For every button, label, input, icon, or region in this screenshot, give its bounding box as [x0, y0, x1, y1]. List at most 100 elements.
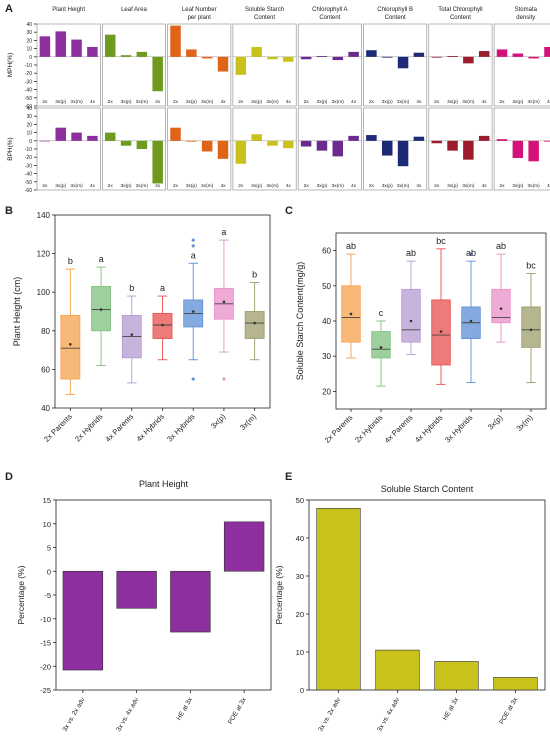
panel-label-D: D [5, 471, 13, 483]
trait-title: Soluble Starch [245, 7, 284, 13]
category-label: 3x(p) [121, 183, 132, 189]
category-label: 4x [351, 183, 357, 189]
bar-mph-4-0 [300, 56, 312, 60]
category-label: 3x(m) [462, 99, 475, 105]
y-axis-label: Plant Height (cm) [12, 277, 22, 347]
category-label: 3x(p) [447, 99, 458, 105]
significance-letter: bc [526, 260, 536, 270]
axis-label-bph: BPH(%) [7, 137, 14, 160]
y-tick-label: 0 [47, 567, 51, 576]
mean-marker [439, 330, 443, 333]
significance-letter: ab [496, 241, 506, 251]
y-tick-label: 15 [43, 496, 51, 505]
category-label: 4x [416, 183, 422, 189]
bar-bph-2-3 [217, 140, 229, 159]
bar-bph-4-2 [332, 140, 344, 157]
y-tick-label: 80 [41, 327, 50, 336]
significance-letter: ab [346, 241, 356, 251]
bar-bph-7-3 [544, 140, 550, 142]
trait-title: Leaf Area [121, 7, 147, 13]
category-label: 2x [304, 99, 310, 105]
x-tick-label: 2x Parents [42, 412, 74, 444]
category-label: 4x [90, 99, 96, 105]
category-label: 3x(m) [332, 183, 345, 189]
bar-mph-6-2 [463, 56, 474, 64]
category-label: 3x(p) [316, 183, 327, 189]
x-tick-label: 2x Hybrids [353, 413, 385, 445]
category-label: 3x(m) [528, 183, 541, 189]
category-label: 4x [482, 99, 488, 105]
bar-mph-7-2 [528, 56, 539, 59]
bar-mph-0-3 [87, 46, 98, 57]
y-tick-label-bph: 40 [26, 106, 32, 112]
y-tick-label: 120 [37, 250, 51, 259]
subpanel-frame [363, 23, 428, 107]
axis-label-mph: MPH(%) [7, 53, 14, 78]
category-label: 3x(p) [382, 183, 393, 189]
y-tick-label: -25 [40, 686, 51, 695]
outlier-marker [191, 243, 196, 248]
subpanel-frame [363, 107, 428, 191]
panel-label-A: A [5, 3, 13, 15]
y-tick-label: 140 [37, 211, 51, 220]
bar-mph-3-0 [235, 56, 247, 75]
bar-mph-6-0 [431, 56, 442, 58]
y-tick-label: 50 [322, 282, 331, 291]
subpanel-frame [102, 23, 166, 107]
mean-marker [191, 310, 195, 313]
bar-bph-0-3 [87, 135, 98, 141]
bar-mph-2-1 [186, 49, 197, 57]
y-tick-label: 60 [322, 247, 331, 256]
y-tick-label: 40 [41, 404, 50, 413]
x-tick-label: 2x Parents [323, 413, 355, 445]
subpanel-frame [428, 107, 493, 191]
y-tick-label: 0 [300, 686, 304, 695]
bar-mph-1-0 [104, 34, 116, 57]
bar-2 [434, 661, 479, 691]
category-label: 3x(m) [266, 183, 279, 189]
category-label: 2x [173, 183, 179, 189]
x-tick-label: 4x Parents [383, 413, 415, 445]
y-tick-label: 100 [37, 288, 51, 297]
bar-mph-2-0 [170, 25, 181, 57]
bar-mph-7-0 [496, 49, 508, 57]
box-6 [521, 306, 541, 348]
bar-mph-0-2 [71, 39, 82, 57]
bar-bph-5-1 [381, 140, 393, 156]
category-label: 4x [286, 183, 292, 189]
y-tick-label: 50 [296, 496, 304, 505]
category-label: 4x [220, 99, 226, 105]
y-tick-label: 40 [296, 534, 304, 543]
category-label: 4x [286, 99, 292, 105]
y-tick-label: -10 [40, 615, 51, 624]
y-tick-label: -5 [44, 591, 51, 600]
bar-mph-5-2 [397, 56, 409, 69]
x-tick-label: 3x(m) [514, 413, 534, 433]
bar-mph-1-3 [152, 56, 163, 92]
y-axis-label: Soluble Starch Content(mg/g) [295, 262, 305, 381]
y-tick-label-mph: 10 [26, 47, 32, 53]
y-tick-label-bph: -50 [25, 180, 32, 186]
y-tick-label-bph: 0 [29, 139, 32, 145]
significance-letter: ab [406, 248, 416, 258]
trait-title: Content [450, 15, 471, 21]
bar-mph-3-2 [267, 56, 278, 60]
trait-title: Content [319, 15, 340, 21]
bar-bph-2-1 [186, 140, 197, 142]
subpanel-frame [232, 23, 297, 107]
category-label: 3x(m) [266, 99, 279, 105]
bar-bph-6-0 [431, 140, 442, 144]
category-label: 4x [416, 99, 422, 105]
category-label: 2x [499, 99, 505, 105]
category-label: 2x [108, 183, 114, 189]
bar-mph-4-2 [332, 56, 344, 61]
bar-mph-4-1 [316, 55, 328, 57]
x-tick-label: POE at 3x [498, 696, 519, 726]
bar-2 [170, 570, 211, 633]
category-label: 3x(m) [70, 183, 83, 189]
bar-0 [62, 570, 104, 671]
y-tick-label-bph: -40 [25, 172, 32, 178]
x-tick-label: 4x Hybrids [413, 413, 445, 445]
outlier-marker [469, 252, 473, 257]
y-tick-label: -15 [40, 639, 51, 648]
